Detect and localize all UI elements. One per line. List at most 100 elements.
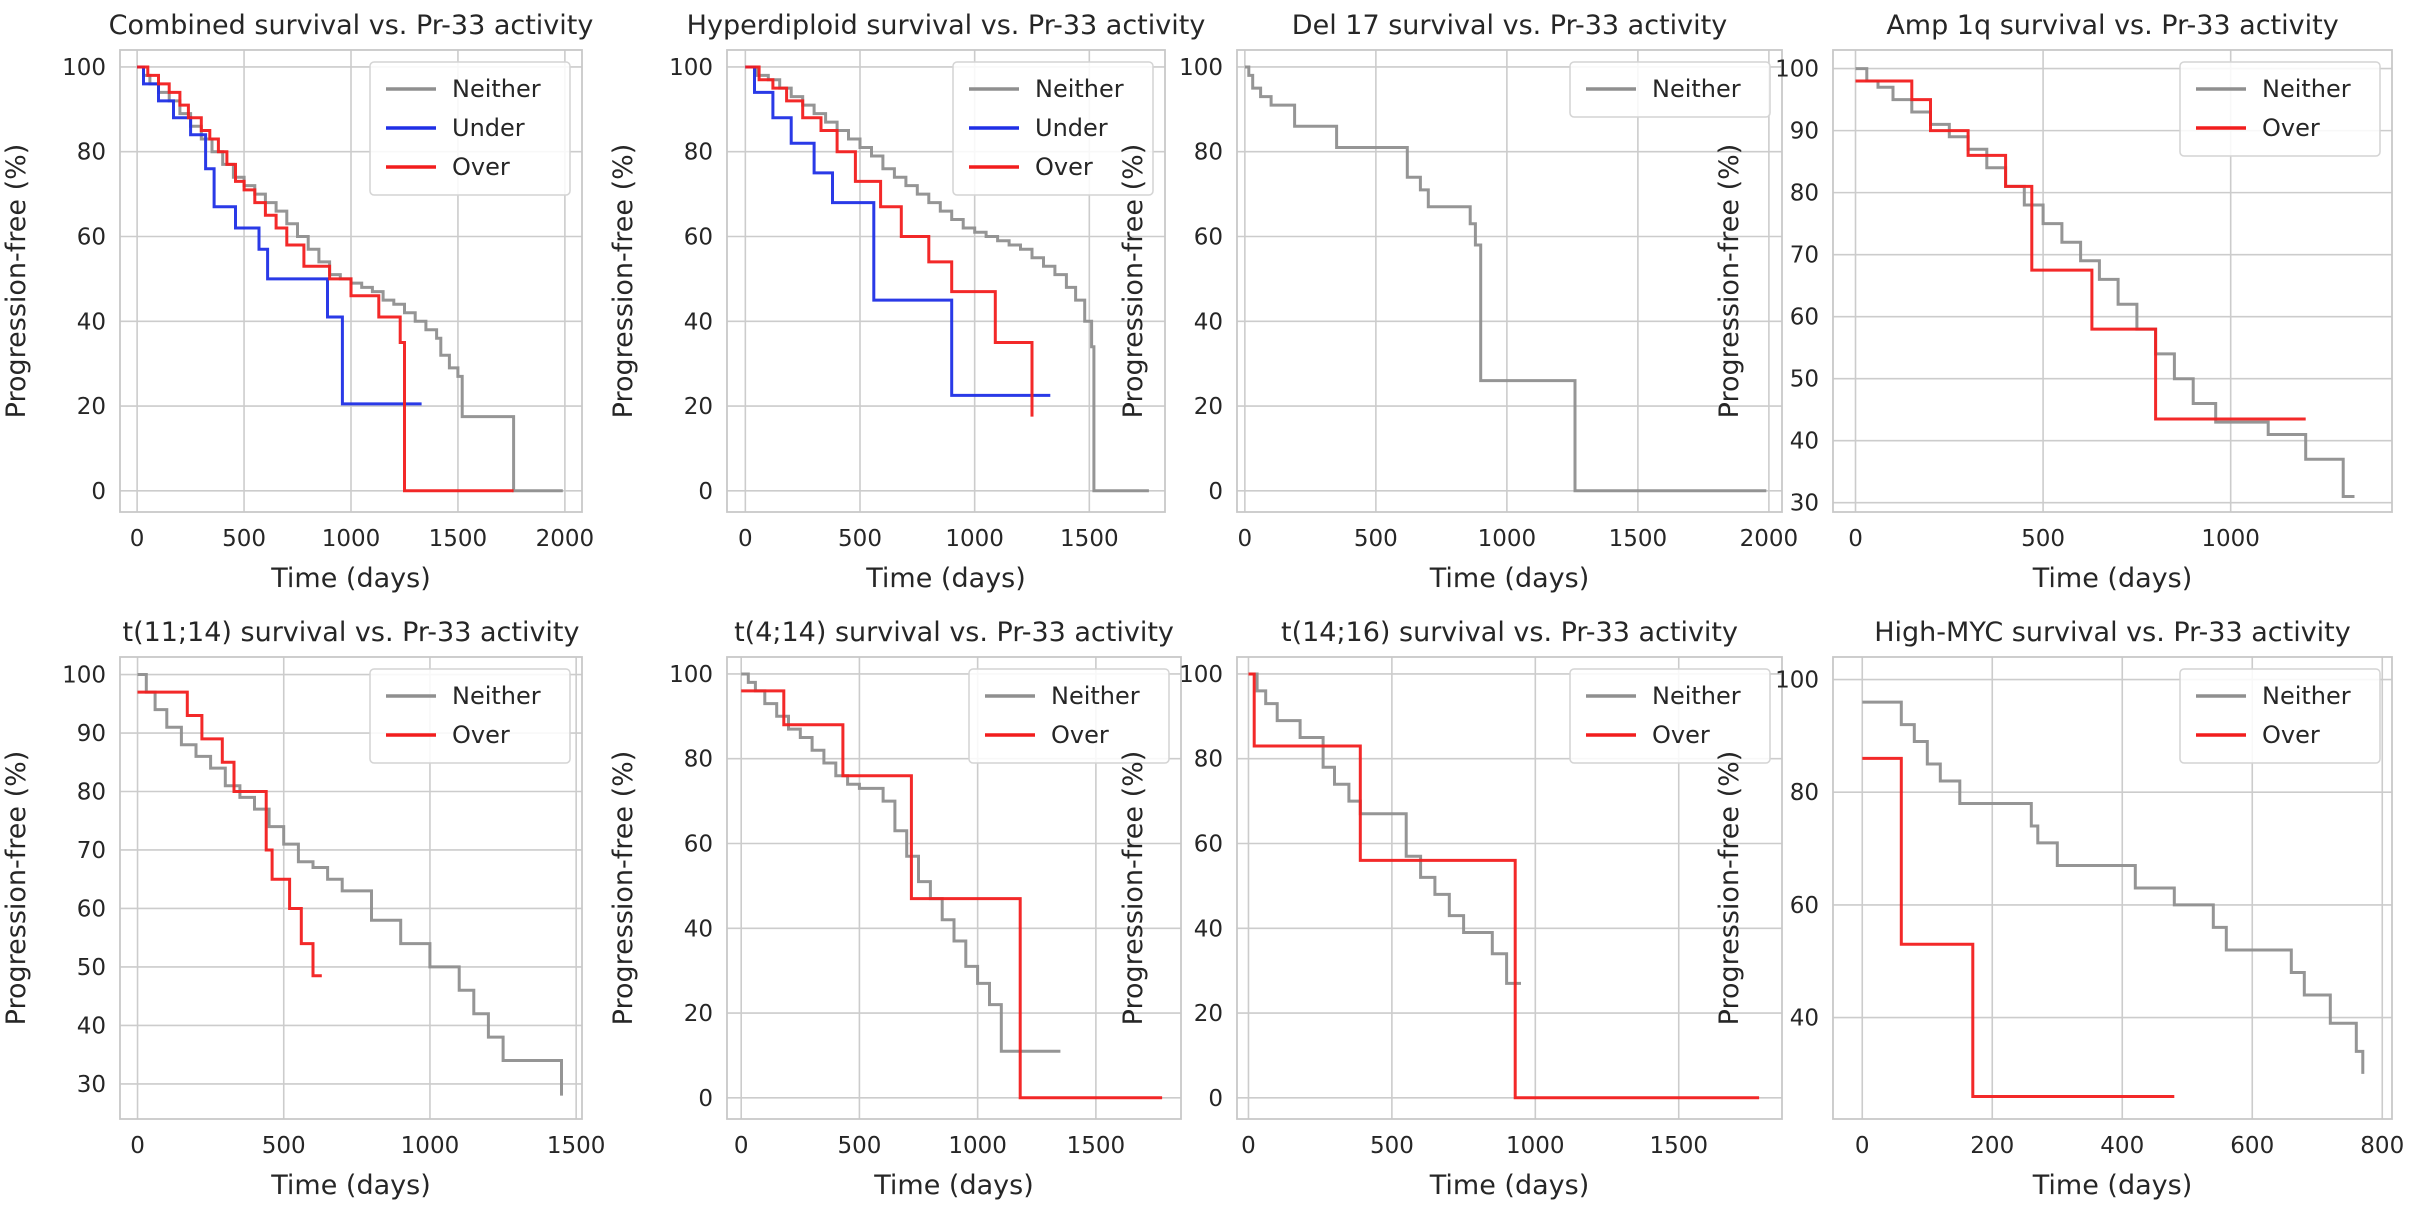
x-tick-label: 0	[1241, 1133, 1256, 1159]
x-axis-label: Time (days)	[865, 563, 1025, 594]
plot-frame	[726, 49, 1166, 513]
series-line-over	[1855, 79, 2306, 421]
y-tick-label: 40	[1194, 916, 1223, 942]
y-tick-label: 60	[1194, 831, 1223, 857]
x-tick-label: 1000	[1506, 1133, 1565, 1159]
plot-frame	[1832, 49, 2393, 513]
y-tick-label: 80	[1194, 140, 1223, 166]
panel-title: t(4;14) survival vs. Pr-33 activity	[734, 617, 1174, 648]
legend-box	[952, 61, 1154, 196]
panel-title: High-MYC survival vs. Pr-33 activity	[1874, 617, 2351, 648]
panel-7: 0 500 1000 1500 0 20 40 60 80 100 t(14;16) surviva…	[1118, 617, 1783, 1201]
legend: Neither	[1569, 61, 1771, 118]
legend-box	[369, 61, 571, 196]
y-axis-label: Progression-free (%)	[1, 144, 32, 419]
series-line-under	[137, 65, 422, 406]
y-tick-label: 80	[1194, 747, 1223, 773]
legend-label-neither: Neither	[1652, 682, 1741, 710]
x-tick-label: 800	[2360, 1133, 2404, 1159]
y-tick-label: 60	[1790, 893, 1819, 919]
y-tick-label: 90	[1790, 119, 1819, 145]
legend: Neither Over	[2179, 61, 2381, 157]
x-tick-label: 1000	[401, 1133, 460, 1159]
legend: Neither Over	[968, 668, 1170, 764]
x-tick-label: 600	[2230, 1133, 2274, 1159]
series-line-over	[745, 65, 1034, 417]
y-tick-label: 80	[77, 140, 106, 166]
y-tick-label: 40	[77, 1013, 106, 1039]
panel-title: Hyperdiploid survival vs. Pr-33 activity	[687, 10, 1206, 41]
y-tick-label: 20	[77, 394, 106, 420]
x-axis-label: Time (days)	[270, 1170, 430, 1201]
x-tick-label: 1500	[429, 526, 488, 552]
x-tick-label: 2000	[1740, 526, 1799, 552]
x-axis-label: Time (days)	[2032, 563, 2192, 594]
y-tick-label: 70	[77, 838, 106, 864]
y-tick-label: 50	[1790, 367, 1819, 393]
y-tick-label: 100	[1775, 57, 1819, 83]
panel-title: Del 17 survival vs. Pr-33 activity	[1292, 10, 1727, 41]
series-line-over	[741, 689, 1163, 1100]
legend-label-neither: Neither	[452, 75, 541, 103]
y-tick-label: 60	[1194, 224, 1223, 250]
x-tick-label: 500	[1370, 1133, 1414, 1159]
y-tick-label: 100	[1179, 662, 1223, 688]
legend-box	[2179, 61, 2381, 157]
y-tick-label: 60	[684, 831, 713, 857]
plot-frame	[1236, 49, 1783, 513]
x-tick-label: 500	[222, 526, 266, 552]
x-tick-label: 0	[1238, 526, 1253, 552]
x-axis-label: Time (days)	[270, 563, 430, 594]
y-tick-label: 100	[669, 662, 713, 688]
plot-frame	[1236, 656, 1783, 1120]
y-tick-label: 0	[91, 479, 106, 505]
y-tick-label: 80	[1790, 780, 1819, 806]
panel-3: 0 500 1000 1500 2000 0 20 40 60 80 100 Del 17 survi…	[1118, 10, 1798, 594]
series-line-over	[137, 690, 322, 978]
y-tick-label: 20	[1194, 1001, 1223, 1027]
y-tick-label: 100	[62, 55, 106, 81]
series-line-neither	[1862, 700, 2365, 1074]
y-tick-label: 30	[77, 1072, 106, 1098]
x-tick-label: 1500	[1609, 526, 1668, 552]
panel-2: 0 500 1000 1500 0 20 40 60 80 100 Hyperdiploid sur…	[608, 10, 1205, 594]
legend-label-neither: Neither	[452, 682, 541, 710]
y-axis-label: Progression-free (%)	[1, 751, 32, 1026]
y-tick-label: 20	[684, 1001, 713, 1027]
legend-label-neither: Neither	[2262, 75, 2351, 103]
plot-frame	[119, 49, 583, 513]
x-tick-label: 1500	[547, 1133, 606, 1159]
legend-label-over: Over	[1035, 153, 1093, 181]
y-tick-label: 100	[1775, 668, 1819, 694]
legend: Neither Under Over	[369, 61, 571, 196]
legend: Neither Over	[369, 668, 571, 764]
y-tick-label: 100	[669, 55, 713, 81]
x-tick-label: 0	[738, 526, 753, 552]
y-tick-label: 40	[1790, 1006, 1819, 1032]
y-tick-label: 80	[1790, 181, 1819, 207]
y-tick-label: 0	[698, 1086, 713, 1112]
y-tick-label: 40	[77, 309, 106, 335]
x-axis-label: Time (days)	[1429, 563, 1589, 594]
series-line-under	[745, 65, 1051, 397]
y-tick-label: 40	[1194, 309, 1223, 335]
y-tick-label: 0	[1208, 479, 1223, 505]
plot-frame	[726, 656, 1182, 1120]
x-axis-label: Time (days)	[873, 1170, 1033, 1201]
legend-box	[1569, 61, 1771, 118]
series-line-neither	[137, 673, 563, 1096]
x-tick-label: 1500	[1067, 1133, 1126, 1159]
legend-box	[2179, 668, 2381, 764]
series-line-neither	[1855, 67, 2355, 498]
x-tick-label: 500	[837, 1133, 881, 1159]
y-tick-label: 40	[684, 309, 713, 335]
y-tick-label: 40	[684, 916, 713, 942]
y-tick-label: 40	[1790, 429, 1819, 455]
y-axis-label: Progression-free (%)	[1714, 751, 1745, 1026]
x-tick-label: 500	[838, 526, 882, 552]
panel-title: Amp 1q survival vs. Pr-33 activity	[1886, 10, 2338, 41]
y-tick-label: 100	[62, 663, 106, 689]
x-tick-label: 0	[130, 1133, 145, 1159]
legend-label-neither: Neither	[1652, 75, 1741, 103]
